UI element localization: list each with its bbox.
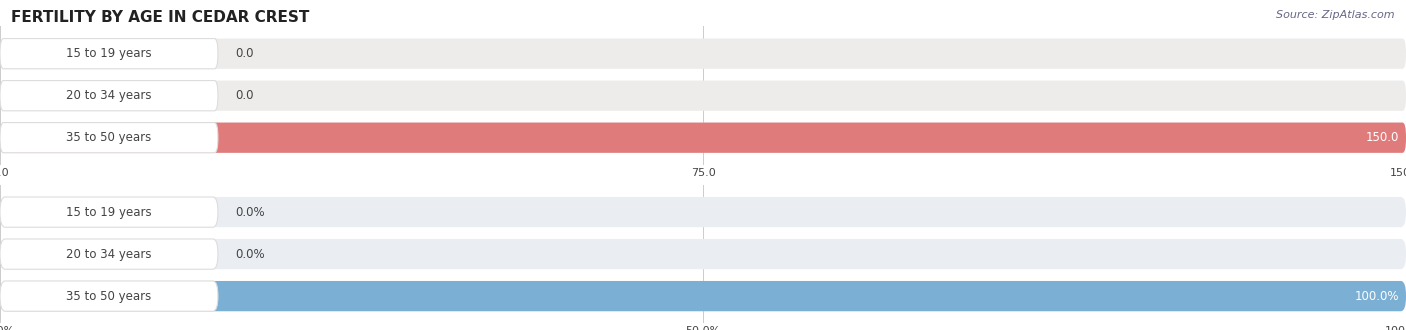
FancyBboxPatch shape <box>0 281 218 311</box>
FancyBboxPatch shape <box>0 81 1406 111</box>
Text: FERTILITY BY AGE IN CEDAR CREST: FERTILITY BY AGE IN CEDAR CREST <box>11 10 309 25</box>
FancyBboxPatch shape <box>0 281 1406 311</box>
Text: 0.0: 0.0 <box>235 89 253 102</box>
FancyBboxPatch shape <box>0 122 1406 153</box>
Text: 0.0%: 0.0% <box>235 206 264 218</box>
FancyBboxPatch shape <box>0 281 1406 311</box>
Text: 0.0: 0.0 <box>235 47 253 60</box>
FancyBboxPatch shape <box>0 197 1406 227</box>
Text: 15 to 19 years: 15 to 19 years <box>66 47 152 60</box>
FancyBboxPatch shape <box>0 81 218 111</box>
Text: 15 to 19 years: 15 to 19 years <box>66 206 152 218</box>
FancyBboxPatch shape <box>0 239 1406 269</box>
Text: 35 to 50 years: 35 to 50 years <box>66 290 152 303</box>
FancyBboxPatch shape <box>0 122 1406 153</box>
FancyBboxPatch shape <box>0 239 218 269</box>
Text: 100.0%: 100.0% <box>1354 290 1399 303</box>
FancyBboxPatch shape <box>0 39 218 69</box>
FancyBboxPatch shape <box>0 39 1406 69</box>
Text: Source: ZipAtlas.com: Source: ZipAtlas.com <box>1277 10 1395 20</box>
Text: 0.0%: 0.0% <box>235 248 264 261</box>
FancyBboxPatch shape <box>0 122 218 153</box>
Text: 35 to 50 years: 35 to 50 years <box>66 131 152 144</box>
Text: 20 to 34 years: 20 to 34 years <box>66 248 152 261</box>
Text: 150.0: 150.0 <box>1365 131 1399 144</box>
FancyBboxPatch shape <box>0 197 218 227</box>
Text: 20 to 34 years: 20 to 34 years <box>66 89 152 102</box>
